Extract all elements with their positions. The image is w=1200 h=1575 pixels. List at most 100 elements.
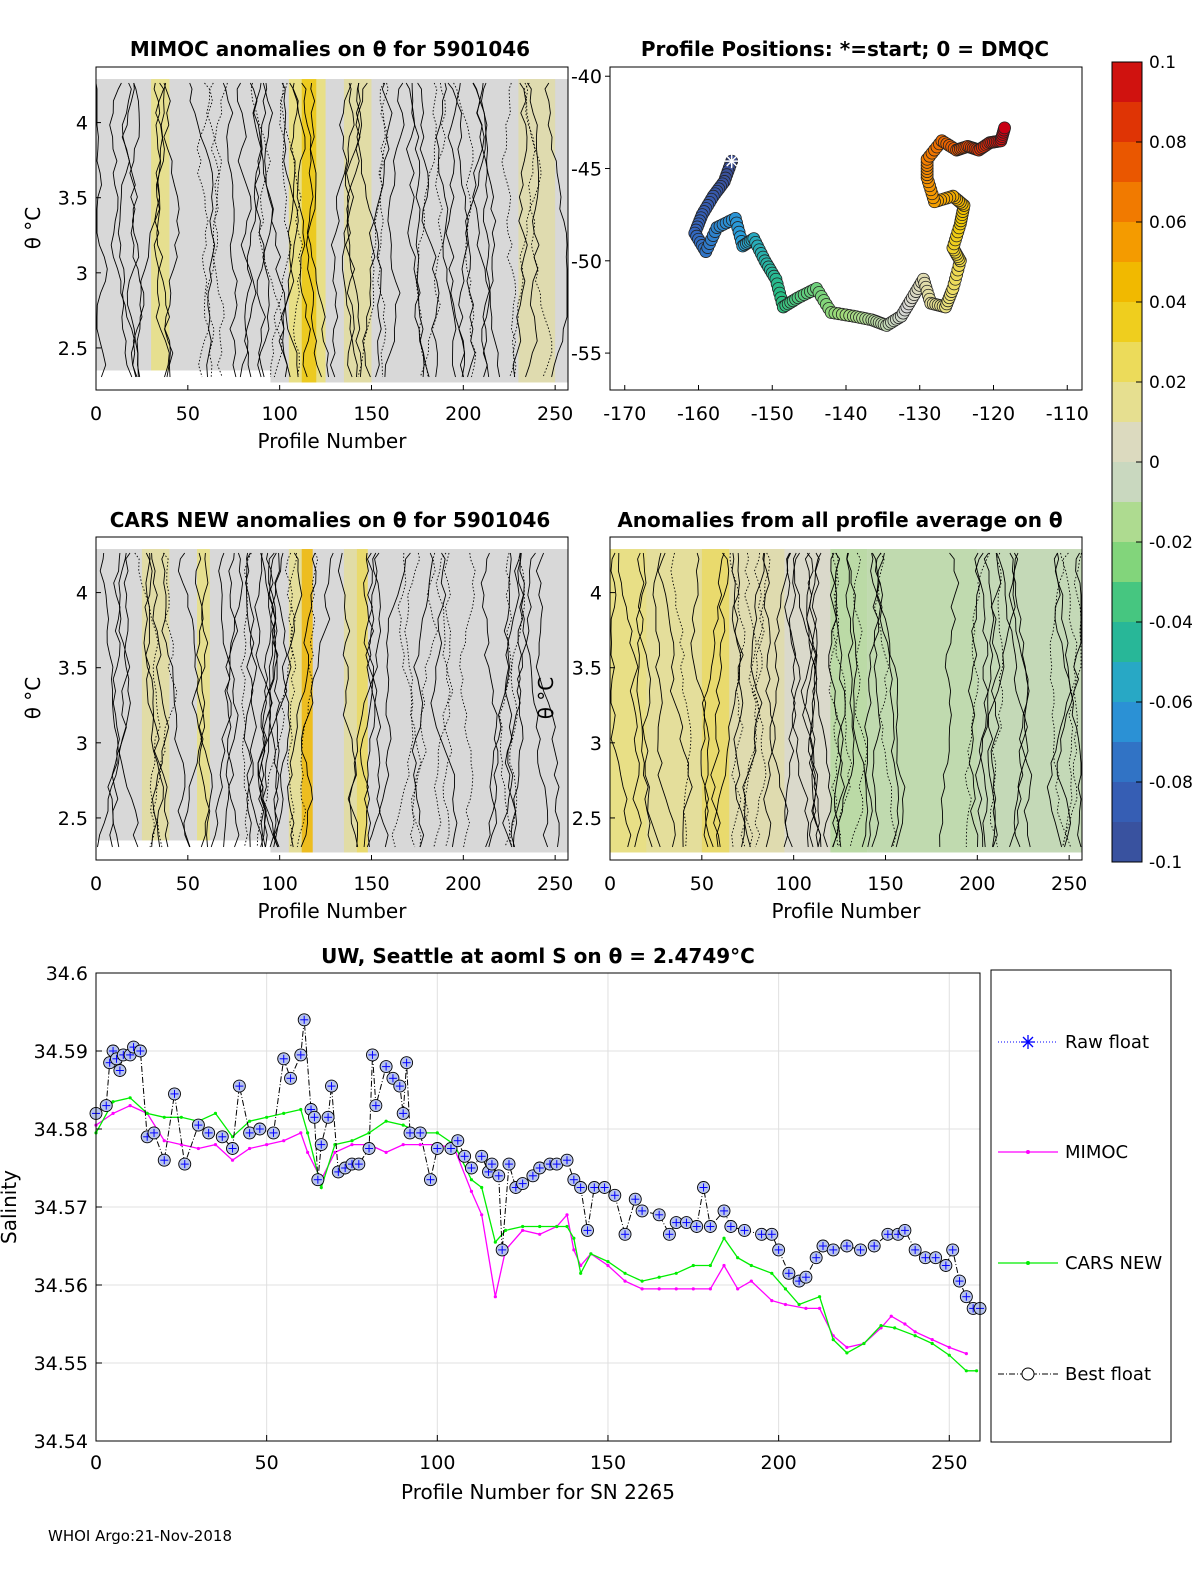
legend-box (990, 969, 1172, 1443)
contour-line (742, 552, 766, 848)
contour-line (783, 552, 797, 848)
panel-positions: Profile Positions: *=start; 0 = DMQC -17… (571, 37, 1089, 425)
x-tick-label: -120 (972, 403, 1015, 425)
contour-line (109, 82, 138, 378)
series-point (503, 1228, 508, 1232)
series-point (367, 1131, 371, 1135)
series-point (770, 1299, 774, 1303)
contour-line (524, 82, 553, 378)
raw-float-marker (371, 1101, 380, 1110)
series-point (831, 1338, 835, 1342)
x-tick-label: -140 (824, 403, 867, 425)
contour-line (831, 552, 852, 848)
series-point (319, 1185, 323, 1190)
mimoc-plot-area (95, 67, 568, 390)
series-point (162, 1139, 166, 1143)
contour-line (243, 552, 255, 848)
x-tick-label: 0 (604, 873, 616, 895)
contour-line (129, 82, 145, 378)
series-point (903, 1322, 907, 1326)
raw-float-marker (102, 1101, 111, 1110)
series-point (230, 1158, 235, 1162)
contour-line (652, 552, 676, 848)
raw-float-marker (631, 1195, 640, 1204)
y-tick-label: 34.55 (34, 1353, 88, 1375)
contour-line (236, 82, 257, 378)
contour-line (345, 82, 363, 378)
allavg-ylabel: θ °C (534, 677, 558, 720)
series-point (889, 1314, 893, 1318)
x-tick-label: 50 (176, 873, 200, 895)
x-tick-label: 50 (690, 873, 714, 895)
cars-plot-area (96, 537, 568, 860)
colorbar-segment (1112, 182, 1142, 223)
heatmap-band (316, 79, 326, 383)
x-tick-label: 250 (1051, 873, 1087, 895)
raw-float-marker (842, 1242, 851, 1250)
raw-float-marker (136, 1047, 145, 1055)
heatmap-nodata (610, 537, 1082, 550)
contour-line (404, 552, 422, 848)
cars-x-ticks: 0 50 100 150 200 250 (90, 855, 573, 895)
contour-line (657, 552, 693, 848)
contour-line (189, 82, 216, 378)
y-tick-label: -45 (571, 159, 602, 181)
raw-float-marker (692, 1222, 701, 1231)
contour-line (504, 552, 525, 848)
raw-float-marker (310, 1113, 319, 1122)
contour-line (346, 82, 368, 378)
raw-float-marker (774, 1245, 783, 1254)
raw-float-marker (706, 1222, 715, 1231)
cars-axes-box (95, 536, 569, 861)
heatmap-nodata (96, 370, 271, 390)
raw-float-marker (388, 1074, 397, 1083)
allavg-x-ticks: 0 50 100 150 200 250 (604, 855, 1087, 895)
raw-float-marker (665, 1230, 674, 1239)
x-tick-label: 100 (262, 873, 298, 895)
series-point (128, 1096, 132, 1100)
contour-line (610, 552, 632, 848)
legend-entry-cars: CARS NEW (998, 1253, 1162, 1274)
series-point (749, 1279, 753, 1283)
series-point (606, 1263, 610, 1268)
contour-line (811, 552, 833, 848)
raw-float-marker (720, 1206, 729, 1215)
contour-line (670, 552, 692, 848)
contour-line (871, 552, 881, 848)
raw-float-marker (518, 1179, 527, 1188)
series-point (893, 1326, 897, 1330)
colorbar-segment (1112, 502, 1142, 543)
colorbar-segment (1112, 622, 1142, 663)
panel-salinity: UW, Seattle at aoml S on θ = 2.4749°C 0 5… (0, 944, 1172, 1504)
contour-line (391, 552, 414, 848)
series-point (145, 1111, 149, 1115)
contour-line (107, 552, 121, 848)
raw-float-marker (426, 1175, 435, 1184)
positions-y-ticks: -40 -45 -50 -55 (571, 66, 610, 365)
contour-line (300, 552, 334, 848)
colorbar-ticks: 0.1 0.08 0.06 0.04 0.02 0 -0.02 -0.04 -0.06 -0.08… (1136, 53, 1193, 873)
heatmap-band (288, 79, 302, 383)
series-point (538, 1224, 542, 1229)
x-tick-label: 100 (262, 403, 298, 425)
series-point (179, 1115, 183, 1119)
mimoc-axes-box (95, 66, 569, 391)
raw-float-marker (324, 1113, 333, 1122)
y-tick-label: 3.5 (58, 188, 88, 210)
raw-float-marker (487, 1160, 496, 1169)
colorbar-segment (1112, 222, 1142, 263)
series-point (572, 1248, 576, 1252)
raw-float-marker (368, 1050, 377, 1059)
heatmap-band (977, 549, 1082, 853)
raw-float-marker (672, 1218, 681, 1227)
series-point (493, 1295, 497, 1299)
series-point (247, 1146, 252, 1151)
colorbar-segment (1112, 822, 1142, 863)
raw-float-marker (313, 1175, 322, 1184)
x-tick-label: 200 (760, 1452, 796, 1474)
contour-line (249, 82, 266, 378)
contour-line (743, 552, 764, 848)
series-point (974, 1369, 979, 1373)
contour-line (378, 552, 411, 848)
series-point (213, 1111, 218, 1115)
